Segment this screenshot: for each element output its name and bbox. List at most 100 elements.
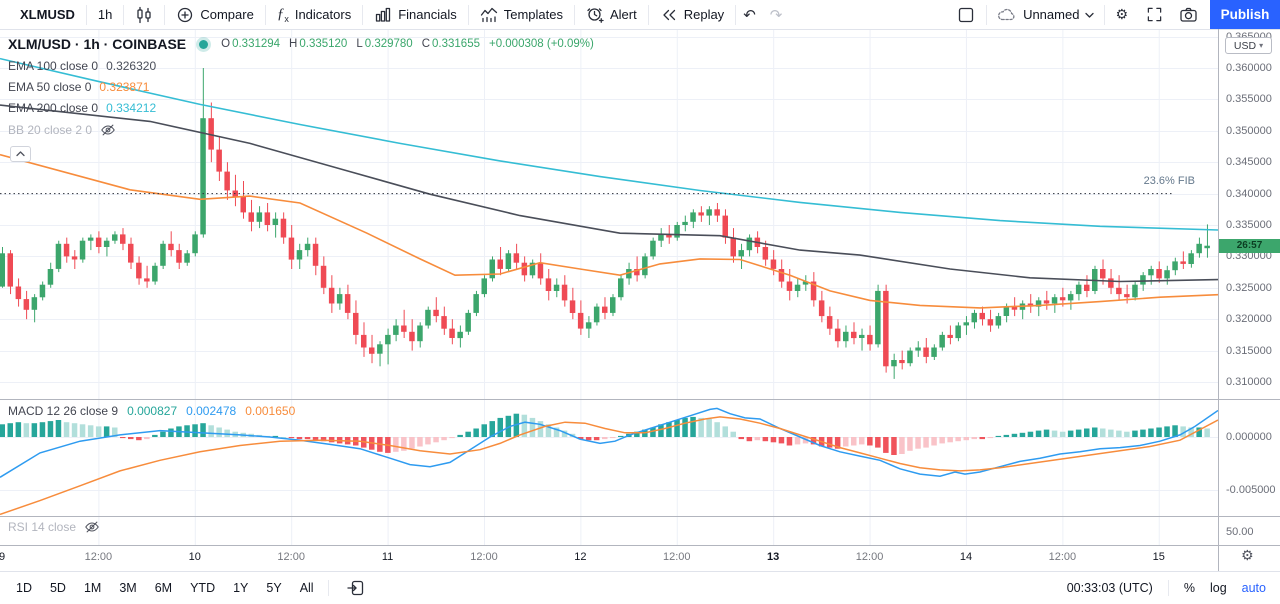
toolbar-separator (123, 4, 125, 25)
price-tick-label: 0.335000 (1226, 219, 1272, 231)
macd-tick-label: 0.000000 (1226, 431, 1272, 443)
compare-plus-icon (178, 7, 193, 22)
layout-select-button[interactable] (946, 0, 986, 29)
indicators-button[interactable]: ƒx Indicators (266, 0, 362, 29)
financials-label: Financials (398, 7, 457, 22)
templates-label: Templates (503, 7, 563, 22)
rsi-tick-label: 50.00 (1226, 526, 1254, 538)
snapshot-button[interactable] (1171, 0, 1210, 29)
pane-divider-rsi[interactable] (0, 516, 1280, 517)
compare-button[interactable]: Compare (165, 0, 264, 29)
fullscreen-icon (1147, 7, 1162, 22)
range-button-1D[interactable]: 1D (16, 581, 32, 595)
replay-label: Replay (683, 7, 725, 22)
indicator-legend-bb[interactable]: BB 20 close 2 0 (8, 122, 116, 138)
pane-divider-macd[interactable] (0, 399, 1280, 400)
time-tick-label: 12:00 (277, 551, 305, 563)
clock[interactable]: 00:33:03 (UTC) (1066, 581, 1153, 595)
goto-date-button[interactable] (335, 579, 377, 597)
macd-legend[interactable]: MACD 12 26 close 9 0.000827 0.002478 0.0… (8, 404, 295, 418)
price-tick-label: 0.315000 (1226, 344, 1272, 357)
indicator-name: EMA 200 close 0 (8, 101, 99, 115)
chart-style-button[interactable] (124, 0, 164, 29)
percent-scale-button[interactable]: % (1183, 581, 1195, 595)
range-button-YTD[interactable]: YTD (190, 581, 216, 595)
interval-button[interactable]: 1h (97, 7, 113, 22)
indicator-line (0, 407, 1218, 478)
ohlc-low: L 0.329780 (356, 38, 413, 50)
range-button-1M[interactable]: 1M (83, 581, 102, 595)
candles-layer (0, 68, 1210, 379)
financials-button[interactable]: Financials (363, 0, 468, 29)
range-button-5D[interactable]: 5D (49, 581, 66, 595)
indicator-legend-ema100[interactable]: EMA 100 close 0 0.326320 (8, 59, 156, 73)
undo-button[interactable]: ↶ (743, 5, 756, 24)
chart-canvas[interactable] (0, 29, 1218, 545)
fullscreen-button[interactable] (1138, 0, 1171, 29)
indicator-line (0, 153, 1218, 309)
alert-button[interactable]: Alert (575, 0, 648, 29)
indicator-value: 0.323871 (99, 80, 150, 94)
toolbar-separator (264, 4, 266, 25)
toolbar-separator (1104, 4, 1106, 25)
range-button-6M[interactable]: 6M (154, 581, 173, 595)
indicator-value: 0.326320 (106, 59, 157, 73)
publish-button[interactable]: Publish (1210, 0, 1280, 29)
replay-button[interactable]: Replay (649, 0, 735, 29)
goto-date-icon (346, 580, 363, 596)
hidden-eye-icon[interactable] (100, 122, 116, 138)
price-axis[interactable]: 0.3650000.3600000.3550000.3500000.345000… (1219, 29, 1280, 545)
templates-button[interactable]: Templates (469, 0, 574, 29)
data-status-dot[interactable] (199, 39, 209, 49)
camera-icon (1180, 7, 1197, 22)
macd-signal-value: 0.001650 (245, 404, 296, 418)
change-value: +0.000308 (+0.09%) (488, 38, 594, 50)
price-tick-label: 0.325000 (1226, 281, 1272, 294)
indicator-line (0, 104, 1218, 283)
replay-rewind-icon (663, 9, 675, 20)
range-button-3M[interactable]: 3M (119, 581, 137, 595)
axis-settings-gear-icon[interactable]: ⚙ (1241, 548, 1254, 564)
chevron-up-icon (16, 151, 25, 157)
range-button-5Y[interactable]: 5Y (266, 581, 282, 595)
toolbar-separator (362, 4, 364, 25)
fib-level-label: 23.6% FIB (1143, 175, 1195, 187)
layout-name-button[interactable]: Unnamed (987, 7, 1104, 22)
indicator-line (0, 57, 1218, 231)
indicator-legend-ema50[interactable]: EMA 50 close 0 0.323871 (8, 80, 149, 94)
rsi-legend[interactable]: RSI 14 close (8, 519, 100, 535)
range-button-1Y[interactable]: 1Y (233, 581, 249, 595)
toolbar-right: Unnamed ⚙ Publish (946, 0, 1280, 29)
series-title: XLM/USD · 1h · COINBASE (8, 36, 187, 52)
toolbar-separator (467, 4, 469, 25)
hidden-eye-icon[interactable] (84, 519, 100, 535)
indicator-value: 0.334212 (106, 101, 157, 115)
settings-gear-icon[interactable]: ⚙ (1115, 6, 1128, 23)
redo-button[interactable]: ↷ (769, 5, 783, 24)
price-tick-label: 0.330000 (1226, 250, 1272, 263)
auto-scale-button[interactable]: auto (1241, 581, 1266, 595)
toolbar-separator (573, 4, 575, 25)
legend-collapse-button[interactable] (10, 146, 31, 162)
financials-bars-icon (376, 7, 391, 22)
ohlc-open: O 0.331294 (221, 38, 281, 50)
time-axis-border (0, 545, 1280, 546)
time-tick-label: 10 (188, 551, 201, 563)
log-scale-button[interactable]: log (1209, 581, 1227, 595)
indicator-legend-ema200[interactable]: EMA 200 close 0 0.334212 (8, 101, 156, 115)
chevron-down-icon: ▾ (1259, 41, 1264, 50)
time-tick-label: 12:00 (1048, 551, 1077, 563)
bottom-toolbar: 1D 5D 1M 3M 6M YTD 1Y 5Y All 00:33:03 (UTC) % lo… (0, 572, 1280, 604)
price-tick-label: 0.350000 (1226, 124, 1272, 137)
main-series-legend[interactable]: XLM/USD · 1h · COINBASE O 0.331294 H 0.335… (8, 36, 594, 52)
macd-line-value: 0.002478 (186, 404, 237, 418)
symbol-button[interactable]: XLMUSD (20, 7, 75, 22)
toolbar-separator (327, 580, 329, 596)
time-tick-label: 12 (574, 551, 587, 563)
bottom-toolbar-right: 00:33:03 (UTC) % log auto (1067, 580, 1266, 596)
candlestick-style-icon (137, 6, 152, 23)
range-button-All[interactable]: All (299, 581, 314, 595)
time-axis[interactable]: 9 12:00 10 12:00 11 12:00 12 12:00 13 12:00 14 12:0… (0, 546, 1218, 571)
price-tick-label: 0.345000 (1226, 156, 1272, 169)
currency-unit-button[interactable]: USD ▾ (1225, 37, 1272, 54)
